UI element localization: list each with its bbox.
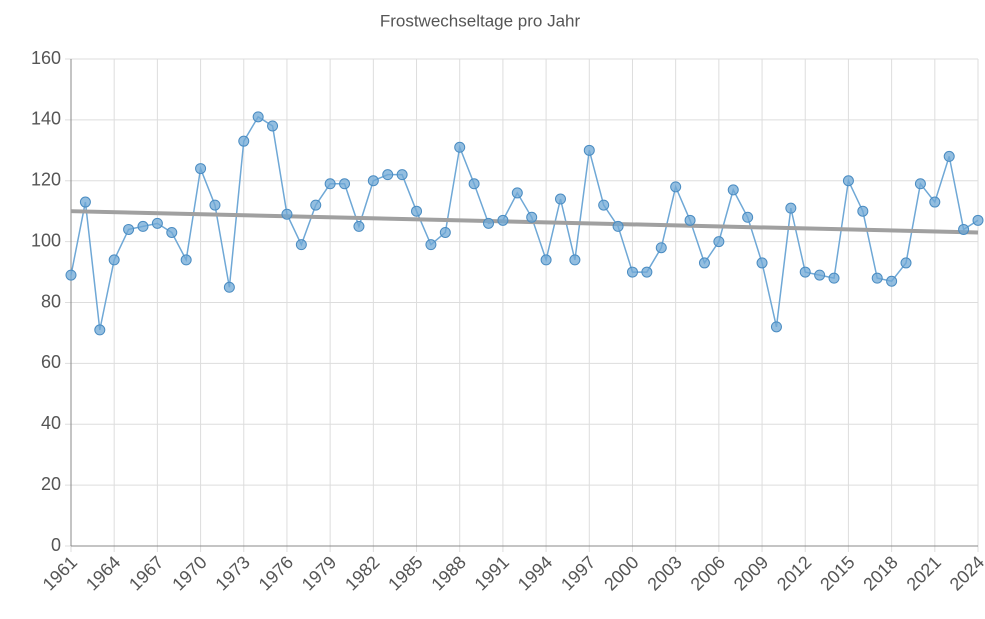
x-tick-label: 1982: [341, 552, 383, 594]
x-tick-label: 2006: [687, 552, 729, 594]
y-tick-label: 100: [31, 230, 61, 250]
x-tick-label: 1970: [168, 552, 210, 594]
data-point: [238, 135, 250, 147]
data-point: [209, 199, 221, 211]
data-point: [324, 178, 336, 190]
x-tick-label: 1964: [82, 552, 124, 594]
data-point: [108, 254, 120, 266]
data-point: [411, 205, 423, 217]
x-tick-label: 2000: [600, 552, 642, 594]
data-point: [267, 120, 279, 132]
data-point: [583, 144, 595, 156]
data-line: [70, 115, 979, 331]
data-point: [698, 257, 710, 269]
y-tick-label: 160: [31, 48, 61, 68]
data-point: [65, 269, 77, 281]
data-point: [540, 254, 552, 266]
y-tick-label: 140: [31, 109, 61, 129]
data-point: [943, 150, 955, 162]
x-tick-label: 2012: [773, 552, 815, 594]
data-point: [684, 214, 696, 226]
data-point: [770, 321, 782, 333]
x-tick-label: 1991: [471, 552, 513, 594]
x-tick-label: 1994: [514, 552, 556, 594]
data-point: [727, 184, 739, 196]
data-point: [814, 269, 826, 281]
data-point: [670, 181, 682, 193]
data-point: [857, 205, 869, 217]
data-point: [137, 220, 149, 232]
data-point: [886, 275, 898, 287]
x-tick-label: 1967: [125, 552, 167, 594]
x-tick-label: 2018: [859, 552, 901, 594]
x-tick-label: 2009: [730, 552, 772, 594]
data-point: [180, 254, 192, 266]
data-point: [655, 242, 667, 254]
data-point: [310, 199, 322, 211]
data-point: [598, 199, 610, 211]
data-point: [252, 111, 264, 123]
data-point: [223, 281, 235, 293]
data-point: [914, 178, 926, 190]
data-point: [842, 175, 854, 187]
data-point: [756, 257, 768, 269]
chart-title: Frostwechseltage pro Jahr: [380, 11, 581, 30]
data-point: [929, 196, 941, 208]
data-point: [483, 217, 495, 229]
y-tick-label: 80: [41, 291, 61, 311]
y-tick-label: 120: [31, 170, 61, 190]
data-point: [497, 214, 509, 226]
data-point: [871, 272, 883, 284]
y-tick-label: 0: [51, 535, 61, 555]
data-point: [641, 266, 653, 278]
x-tick-label: 1976: [255, 552, 297, 594]
data-point: [785, 202, 797, 214]
data-point: [166, 226, 178, 238]
y-tick-label: 60: [41, 352, 61, 372]
data-point: [195, 163, 207, 175]
data-point: [396, 169, 408, 181]
data-point: [626, 266, 638, 278]
data-point: [439, 226, 451, 238]
data-point: [123, 223, 135, 235]
x-tick-label: 1985: [384, 552, 426, 594]
data-point: [353, 220, 365, 232]
data-point: [972, 214, 984, 226]
y-tick-label: 20: [41, 474, 61, 494]
x-tick-label: 2024: [946, 552, 985, 594]
data-point: [958, 223, 970, 235]
y-tick-label: 40: [41, 413, 61, 433]
data-point: [900, 257, 912, 269]
data-point: [612, 220, 624, 232]
data-point: [799, 266, 811, 278]
trend-line: [70, 209, 979, 235]
data-point: [151, 217, 163, 229]
data-point: [828, 272, 840, 284]
data-point: [94, 324, 106, 336]
data-point: [281, 208, 293, 220]
data-point: [79, 196, 91, 208]
data-point: [339, 178, 351, 190]
data-point: [295, 239, 307, 251]
x-tick-label: 1997: [557, 552, 599, 594]
x-tick-label: 1961: [39, 552, 81, 594]
data-point: [742, 211, 754, 223]
data-point: [468, 178, 480, 190]
x-tick-label: 1979: [298, 552, 340, 594]
data-point: [454, 141, 466, 153]
data-point: [425, 239, 437, 251]
data-point: [382, 169, 394, 181]
data-point: [554, 193, 566, 205]
x-tick-label: 2003: [643, 552, 685, 594]
data-point: [713, 236, 725, 248]
x-tick-label: 2021: [903, 552, 945, 594]
x-tick-label: 1988: [427, 552, 469, 594]
x-tick-label: 2015: [816, 552, 858, 594]
data-point: [511, 187, 523, 199]
data-point: [367, 175, 379, 187]
data-point: [526, 211, 538, 223]
data-point: [569, 254, 581, 266]
x-tick-label: 1973: [211, 552, 253, 594]
